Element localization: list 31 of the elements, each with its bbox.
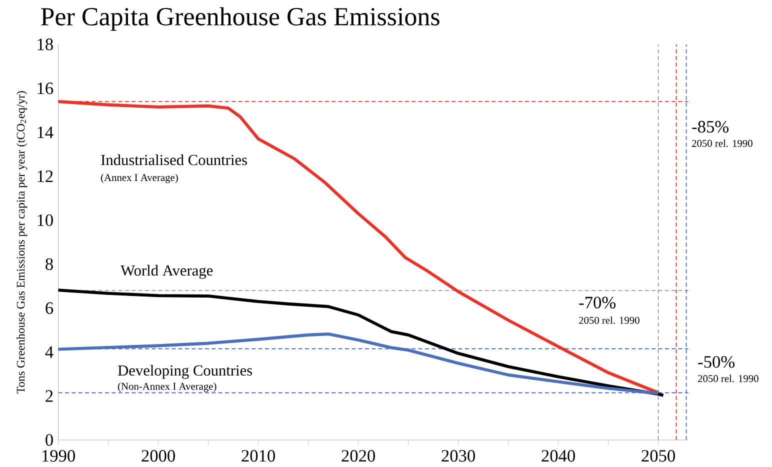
x-tick-label: 2020 [342,450,375,462]
x-tick-label: 2050 [642,450,675,462]
x-tick-label: 2000 [142,450,175,462]
text: -85% [692,120,729,133]
y-tick-label: 18 [38,38,53,50]
y-tick-label: 2 [46,390,53,402]
series-label: World Average [120,264,213,279]
x-tick-label: 2040 [542,450,575,462]
x-tick-label: 2030 [442,450,475,462]
series-label: Industrialised Countries [101,154,247,166]
y-tick-label: 12 [38,170,53,182]
annotation: (Non-Annex I Average) [118,382,216,392]
x-tick-label: 1990 [42,450,75,462]
y-tick-label: 16 [38,82,54,94]
text: -50% [698,356,735,368]
y-tick-label: 6 [46,302,54,314]
annotation: 2050 rel. 1990 [579,316,640,324]
chart-title: Per Capita Greenhouse Gas Emissions [41,7,440,31]
line-series [56,288,665,397]
text: 2050 rel. 1990 [692,140,752,147]
annotation: -70% [579,296,616,309]
y-tick-label: 14 [38,126,54,138]
y-tick-label: 8 [46,258,53,270]
y-axis-title: Tons Greenhouse Gas Emissions per capita per year (tCO$_{2}$eq/yr) [16,91,28,394]
y-tick-label: 10 [38,214,53,226]
x-tick-label: 2010 [242,450,275,462]
y-tick-label: 4 [45,346,54,358]
text: 2050 rel. 1990 [698,374,758,382]
series-label: Developing Countries [118,364,252,379]
annotation: (Annex I Average) [101,174,178,184]
y-tick-label: 0 [46,434,53,446]
